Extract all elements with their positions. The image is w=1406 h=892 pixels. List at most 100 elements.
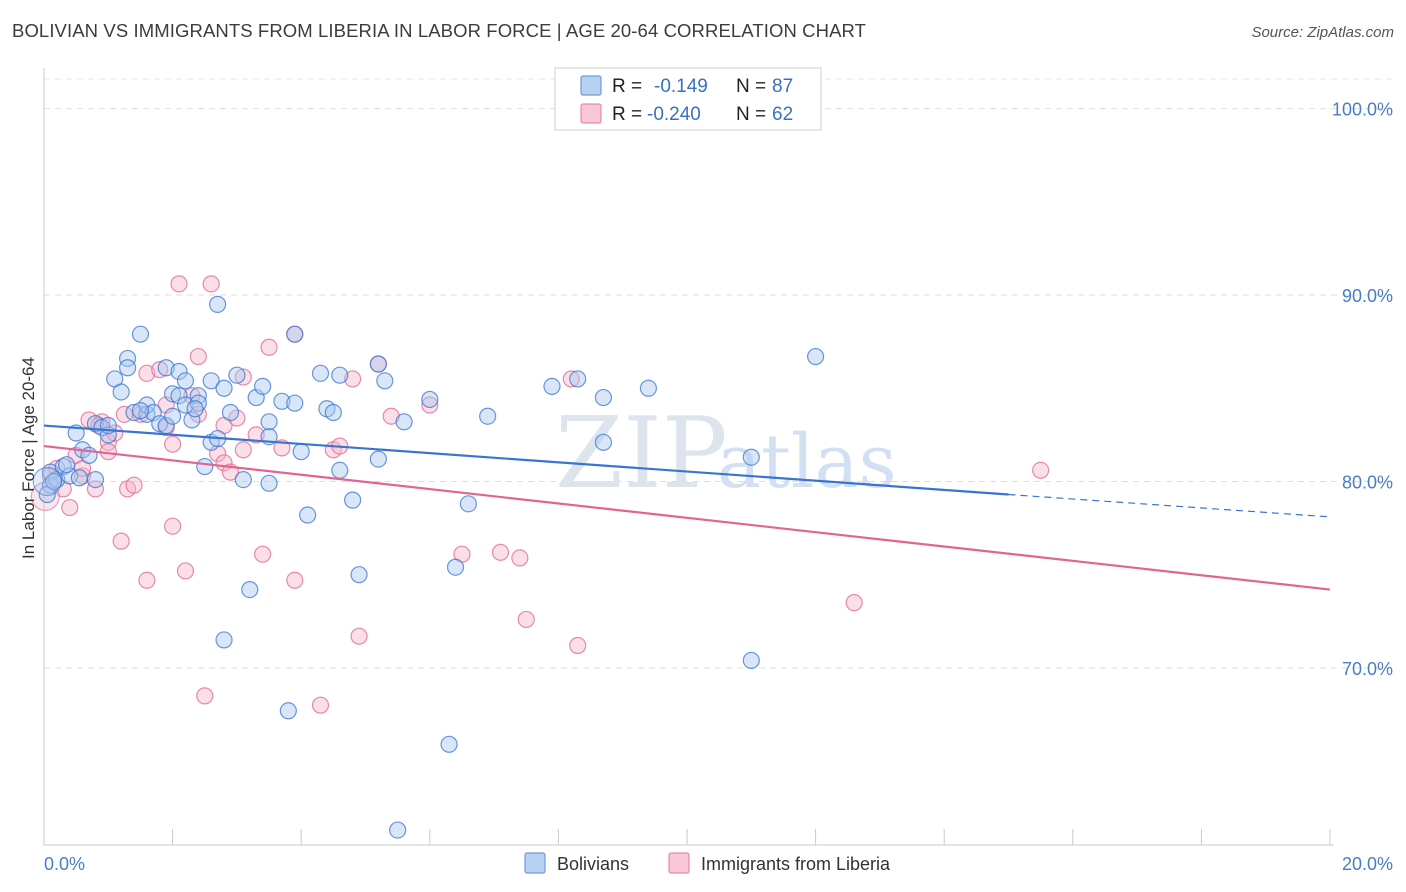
bolivians-point: [260, 474, 278, 492]
liberia-point: [254, 545, 272, 563]
legend-r-value-2: -0.240: [647, 104, 701, 125]
legend-label-bolivians: Bolivians: [557, 854, 629, 874]
bolivians-point: [164, 407, 182, 425]
bolivians-point: [279, 702, 297, 720]
liberia-point: [138, 571, 156, 589]
legend-swatch-liberia: [668, 852, 690, 874]
liberia-trend-line: [43, 444, 1331, 591]
legend-n-label-2: N =: [736, 104, 766, 125]
bolivians-point: [221, 403, 240, 422]
x-tick-label-max: 20.0%: [1342, 854, 1393, 874]
liberia-point: [164, 517, 182, 535]
liberia-point: [350, 627, 368, 645]
bolivians-point: [742, 448, 760, 466]
bolivians-point: [228, 366, 246, 384]
watermark-atlas: atlas: [717, 419, 897, 505]
liberia-point: [170, 275, 188, 293]
legend-n-label-1: N =: [736, 76, 766, 97]
bolivians-point: [286, 325, 304, 343]
x-tick-label-min: 0.0%: [44, 854, 85, 874]
bolivians-point: [273, 392, 291, 410]
bolivians-point: [215, 631, 233, 649]
liberia-point: [61, 498, 79, 517]
bolivians-point: [170, 387, 188, 405]
liberia-point: [260, 338, 278, 356]
legend-n-value-1: 87: [772, 76, 793, 97]
bolivians-point: [311, 364, 330, 382]
bolivians-point: [202, 372, 220, 390]
legend-swatch-bolivians: [524, 852, 546, 874]
liberia-point: [151, 361, 169, 379]
bolivians-point: [260, 413, 278, 431]
bolivians-point: [164, 385, 182, 403]
bolivians-point: [131, 402, 150, 420]
bolivians-trend-line: [43, 424, 1009, 496]
correlation-legend: R = -0.149 N = 87 R = -0.240 N = 62: [554, 67, 822, 131]
bolivians-point: [806, 347, 825, 366]
liberia-point: [247, 426, 265, 444]
liberia-point: [112, 532, 130, 550]
bolivians-point: [241, 580, 259, 599]
series-legend: Bolivians Immigrants from Liberia: [524, 852, 891, 874]
bolivians-point: [183, 411, 201, 429]
bolivians-point: [176, 372, 195, 390]
bolivians-point: [389, 821, 407, 839]
legend-r-label-2: R =: [612, 104, 642, 125]
liberia-point: [86, 480, 105, 498]
bolivians-point: [286, 394, 304, 412]
bolivians-point: [395, 413, 413, 431]
y-tick-label: 100.0%: [1332, 100, 1393, 120]
liberia-point: [491, 543, 510, 561]
bolivians-point: [215, 379, 233, 397]
bolivians-point: [254, 377, 272, 395]
bolivians-point: [376, 372, 394, 390]
y-tick-label: 70.0%: [1342, 659, 1393, 679]
bolivians-point: [234, 471, 252, 489]
bolivians-point: [369, 355, 387, 373]
bolivians-point: [459, 495, 477, 513]
bolivians-point: [57, 456, 76, 474]
liberia-point: [845, 594, 863, 612]
liberia-point: [164, 435, 182, 453]
y-tick-label: 80.0%: [1342, 472, 1393, 492]
bolivians-point: [446, 558, 465, 576]
bolivians-point: [742, 651, 760, 670]
bolivians-point: [189, 394, 207, 412]
bolivians-point: [344, 491, 362, 509]
liberia-point: [138, 364, 156, 382]
bolivians-point: [157, 359, 175, 377]
bolivians-point: [479, 407, 497, 425]
bolivians-point: [86, 471, 105, 489]
liberia-point: [517, 610, 535, 629]
bolivians-point: [292, 443, 310, 461]
bolivians-point: [594, 388, 613, 407]
bolivians-point: [569, 370, 587, 388]
trend-lines: [43, 424, 1331, 591]
bolivians-point: [170, 362, 188, 381]
bolivians-point: [543, 377, 561, 395]
bolivians-point: [70, 469, 88, 487]
liberia-point: [344, 370, 362, 388]
liberia-point: [196, 687, 214, 705]
liberia-point: [569, 636, 587, 655]
bolivians-trend-extension: [1008, 493, 1331, 518]
bolivians-point: [125, 403, 143, 422]
series-bolivians-points: [32, 295, 825, 839]
y-tick-label: 90.0%: [1342, 286, 1393, 306]
liberia-point: [189, 347, 207, 366]
bolivians-point: [196, 457, 214, 476]
bolivians-point: [369, 450, 387, 468]
bolivians-point: [118, 359, 137, 377]
bolivians-point: [594, 433, 613, 451]
bolivians-point: [32, 466, 62, 497]
bolivians-point: [331, 461, 349, 479]
liberia-point: [202, 275, 220, 293]
bolivians-point: [440, 735, 458, 753]
axes: [43, 68, 1334, 846]
liberia-point: [1032, 461, 1050, 479]
legend-r-value-1: -0.149: [654, 76, 708, 97]
bolivians-point: [421, 390, 439, 409]
legend-label-liberia: Immigrants from Liberia: [701, 854, 891, 874]
legend-n-value-2: 62: [772, 104, 793, 125]
